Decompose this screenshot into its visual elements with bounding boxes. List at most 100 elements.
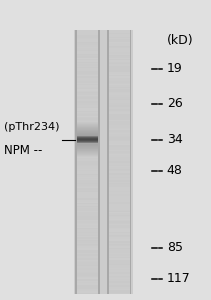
Bar — [76, 161, 99, 162]
Bar — [76, 136, 99, 137]
Bar — [76, 124, 99, 125]
Bar — [108, 170, 131, 171]
Bar — [108, 252, 131, 253]
Bar — [76, 286, 99, 287]
Bar — [76, 149, 99, 150]
Bar — [76, 137, 99, 138]
Bar — [76, 134, 99, 136]
Bar — [108, 202, 131, 203]
Bar — [76, 124, 99, 125]
Bar — [108, 176, 131, 178]
Bar — [76, 163, 99, 165]
Bar — [108, 146, 131, 148]
Bar — [76, 169, 99, 170]
Bar — [76, 60, 99, 62]
Bar — [76, 229, 99, 231]
Bar — [76, 266, 99, 268]
Bar — [76, 216, 99, 218]
Bar — [76, 135, 99, 136]
Bar — [76, 35, 99, 37]
Bar — [108, 67, 131, 68]
Bar — [76, 105, 99, 106]
Bar — [108, 136, 131, 137]
Bar — [98, 30, 100, 294]
Bar — [108, 232, 131, 233]
Bar — [76, 166, 99, 167]
Bar — [76, 146, 99, 147]
Bar — [108, 245, 131, 247]
Bar — [108, 182, 131, 183]
Bar — [108, 62, 131, 63]
Bar — [76, 87, 99, 88]
Bar — [76, 277, 99, 278]
Bar — [108, 44, 131, 46]
Bar — [76, 179, 99, 181]
Bar — [108, 291, 131, 293]
Bar — [76, 37, 99, 38]
Bar — [108, 266, 131, 268]
Bar — [108, 46, 131, 47]
Bar — [76, 178, 99, 179]
Bar — [76, 260, 99, 261]
Bar — [108, 43, 131, 44]
Bar — [108, 209, 131, 211]
Bar — [108, 227, 131, 228]
Bar — [108, 63, 131, 64]
Bar — [76, 285, 99, 286]
Bar — [108, 140, 131, 141]
Bar — [76, 170, 99, 171]
Bar — [108, 203, 131, 204]
Bar — [108, 101, 131, 103]
Bar — [76, 125, 99, 126]
Bar — [108, 130, 131, 132]
Bar — [76, 152, 99, 153]
Bar — [108, 282, 131, 284]
Bar — [108, 97, 131, 99]
Bar — [76, 156, 99, 157]
Bar — [108, 91, 131, 92]
Bar — [76, 188, 99, 190]
Bar — [76, 149, 99, 150]
Bar — [76, 224, 99, 225]
Bar — [76, 186, 99, 187]
Bar — [108, 49, 131, 50]
Bar — [76, 272, 99, 273]
Bar — [108, 196, 131, 198]
Bar — [76, 89, 99, 91]
Bar — [108, 51, 131, 52]
Bar — [76, 75, 99, 76]
Bar — [108, 141, 131, 142]
Bar — [76, 155, 99, 157]
Bar — [108, 54, 131, 55]
Bar — [76, 51, 99, 52]
Bar — [108, 143, 131, 145]
Bar — [76, 72, 99, 74]
Bar — [108, 42, 131, 43]
Bar — [76, 138, 99, 139]
Bar — [76, 145, 99, 146]
Bar — [108, 179, 131, 181]
Bar — [108, 122, 131, 124]
Bar — [108, 40, 131, 42]
Bar — [76, 126, 99, 128]
Bar — [76, 291, 99, 293]
Bar — [108, 76, 131, 77]
Bar — [108, 231, 131, 232]
Bar — [108, 129, 131, 130]
Bar — [108, 262, 131, 264]
Bar — [76, 195, 99, 196]
Bar — [76, 85, 99, 87]
Bar — [76, 118, 99, 120]
Bar — [76, 141, 99, 142]
Bar — [108, 52, 131, 54]
Bar — [76, 122, 99, 123]
Bar — [108, 229, 131, 231]
Bar — [108, 35, 131, 37]
Bar — [76, 247, 99, 248]
Bar — [108, 74, 131, 75]
Bar — [108, 184, 131, 186]
Bar — [108, 273, 131, 274]
Bar — [76, 221, 99, 223]
Bar — [108, 293, 131, 294]
Bar — [76, 157, 99, 158]
